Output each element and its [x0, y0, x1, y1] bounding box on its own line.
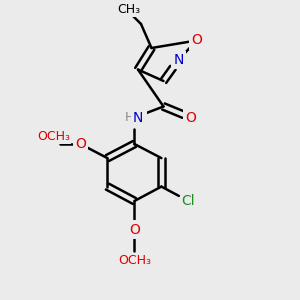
- Text: N: N: [173, 53, 184, 67]
- Text: NH: NH: [124, 111, 145, 124]
- Text: H: H: [125, 111, 135, 124]
- Text: O: O: [129, 223, 140, 236]
- Text: CH₃: CH₃: [117, 3, 141, 16]
- Text: OCH₃: OCH₃: [118, 254, 151, 268]
- Text: O: O: [75, 137, 86, 151]
- Text: Cl: Cl: [182, 194, 195, 208]
- Text: O: O: [185, 111, 196, 124]
- Text: OCH₃: OCH₃: [37, 130, 70, 143]
- Text: O: O: [191, 34, 202, 47]
- Text: N: N: [132, 111, 142, 124]
